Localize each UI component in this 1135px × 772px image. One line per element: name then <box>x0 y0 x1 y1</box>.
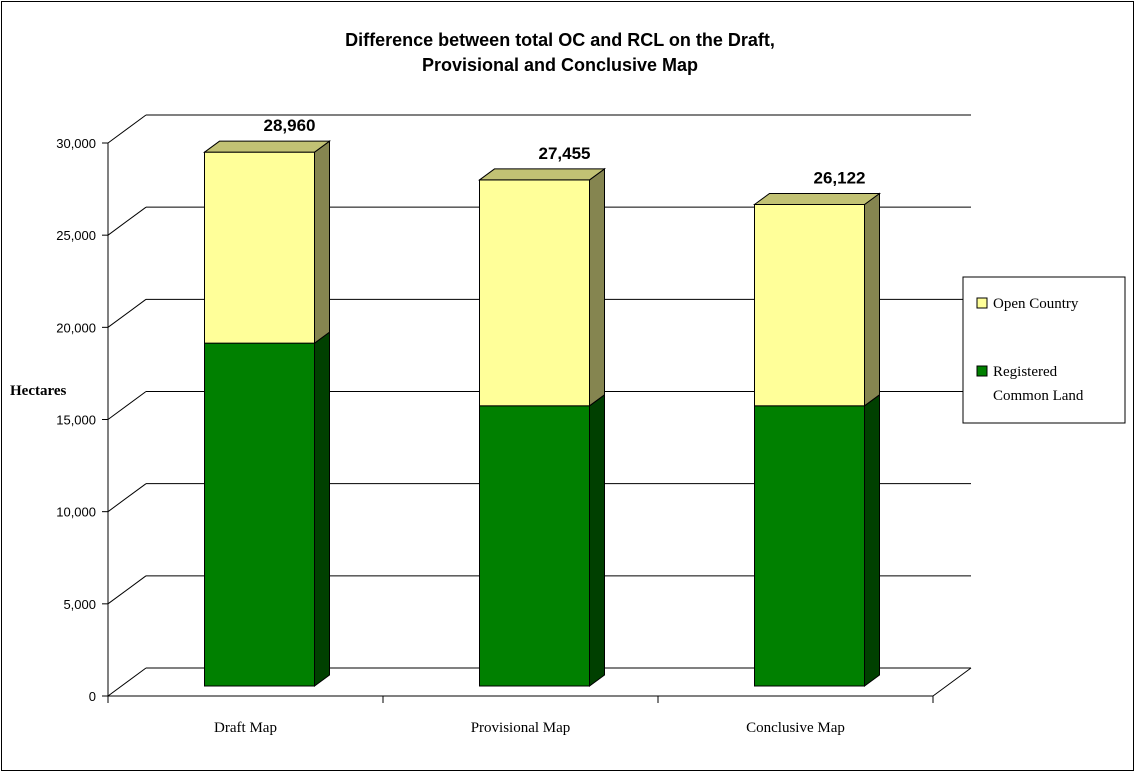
gridline-diagonal-2 <box>107 483 147 513</box>
bar-conclusive-map-registered-common-land-side <box>864 393 880 687</box>
y-tick-label-2: 10,000 <box>56 505 96 520</box>
gridline-diagonal-1 <box>107 575 147 605</box>
legend-swatch-registered-common-land <box>976 365 988 377</box>
bar-provisional-map-top <box>477 168 607 181</box>
data-label-total-conclusive-map: 26,122 <box>814 168 866 187</box>
x-tick-label-draft-map: Draft Map <box>214 720 277 736</box>
floor-right-edge <box>932 667 972 697</box>
data-label-total-draft-map: 28,960 <box>264 116 316 135</box>
bar-provisional-map-registered-common-land-front <box>479 405 590 687</box>
x-tick-label-conclusive-map: Conclusive Map <box>746 720 845 736</box>
y-ticks: 0 5,000 10,000 15,000 20,000 25,000 30,000 <box>56 136 108 704</box>
bar-conclusive-map-registered-common-land-front <box>754 405 865 687</box>
y-tick-label-5: 25,000 <box>56 228 96 243</box>
legend-label-open-country: Open Country <box>993 296 1079 312</box>
y-axis-label: Hectares <box>10 383 67 399</box>
bar-conclusive-map-open-country-side <box>864 192 880 407</box>
y-tick-label-1: 5,000 <box>63 597 96 612</box>
legend: Open Country Registered Common Land <box>962 276 1126 424</box>
bar-provisional-map-open-country-front <box>479 179 590 407</box>
y-tick-label-3: 15,000 <box>56 413 96 428</box>
gridline-diagonal-4 <box>107 298 147 328</box>
gridline-diagonal-3 <box>107 391 147 420</box>
bar-draft-map-top <box>202 140 332 153</box>
chart-title-line-2: Provisional and Conclusive Map <box>422 55 698 75</box>
x-ticks: Draft Map Provisional Map Conclusive Map <box>107 696 934 736</box>
bar-draft-map-registered-common-land-side <box>314 331 330 687</box>
y-tick-label-6: 30,000 <box>56 136 96 151</box>
legend-label-registered-common-land-line-1: Registered <box>993 364 1058 380</box>
bar-draft-map-open-country-front <box>204 151 315 344</box>
legend-box <box>962 276 1126 424</box>
y-tick-label-4: 20,000 <box>56 320 96 335</box>
bar-conclusive-map-open-country-front <box>754 203 865 407</box>
legend-label-registered-common-land-line-2: Common Land <box>993 388 1084 404</box>
gridline-diagonal-0 <box>107 667 147 697</box>
bar-draft-map-registered-common-land-front <box>204 342 315 687</box>
chart-title-line-1: Difference between total OC and RCL on t… <box>345 30 775 50</box>
gridline-diagonal-5 <box>107 206 147 236</box>
bar-draft-map-open-country-side <box>314 140 330 345</box>
bars <box>202 140 882 687</box>
y-tick-label-0: 0 <box>89 689 96 704</box>
data-labels: 28,960 27,455 26,122 <box>264 116 866 187</box>
bar-provisional-map-registered-common-land-side <box>589 393 605 687</box>
bar-provisional-map-open-country-side <box>589 167 605 407</box>
bar-conclusive-map-top <box>752 192 882 205</box>
legend-swatch-open-country <box>976 297 988 309</box>
gridline-diagonal-6 <box>107 114 147 144</box>
data-label-total-provisional-map: 27,455 <box>539 144 591 163</box>
x-tick-label-provisional-map: Provisional Map <box>471 720 571 736</box>
